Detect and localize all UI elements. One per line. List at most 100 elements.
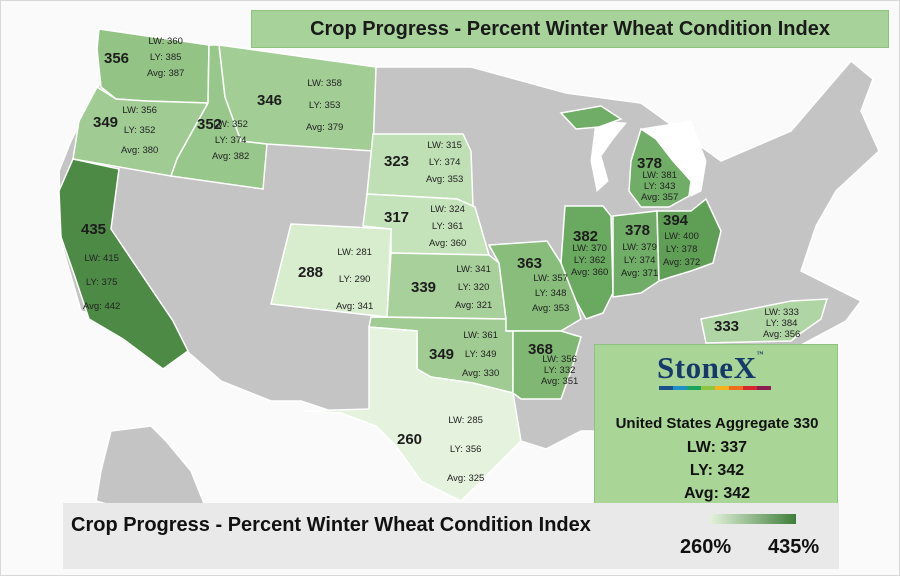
logo-color-stripe — [659, 386, 771, 390]
logo-stripe-segment — [673, 386, 687, 390]
lw-value: LW: 379 — [622, 242, 657, 253]
state-arkansas[interactable] — [506, 330, 582, 400]
state-index-nebraska: 317 — [384, 209, 410, 226]
avg-value: Avg: 353 — [532, 303, 570, 314]
ly-value: LY: 343 — [643, 181, 676, 192]
avg-value: Avg: 442 — [83, 301, 121, 312]
avg-value: Avg: 321 — [455, 300, 493, 311]
state-index-idaho: 352 — [197, 116, 223, 133]
avg-value: Avg: 382 — [212, 151, 250, 162]
map-title: Crop Progress - Percent Winter Wheat Con… — [310, 17, 830, 40]
state-index-illinois: 382 — [573, 228, 599, 245]
state-north-carolina[interactable] — [700, 298, 829, 344]
logo-stripe-segment — [701, 386, 715, 390]
state-detail-south-dakota: LW: 315 LY: 374 Avg: 353 — [426, 137, 463, 188]
state-detail-north-carolina: LW: 333 LY: 384 Avg: 356 — [763, 307, 800, 340]
aggregate-ly: LY: 342 — [689, 462, 745, 479]
ly-value: LY: 320 — [457, 282, 490, 293]
legend-max-label: 435% — [768, 536, 820, 558]
state-index-arkansas: 368 — [528, 341, 554, 358]
ly-value: LY: 385 — [149, 52, 182, 63]
state-detail-nebraska: LW: 324 LY: 361 Avg: 360 — [429, 201, 466, 252]
state-index-missouri: 363 — [517, 255, 543, 272]
ly-value: LY: 361 — [431, 221, 464, 232]
state-index-ohio: 394 — [663, 212, 689, 229]
state-detail-ohio: LW: 400 LY: 378 Avg: 372 — [663, 230, 700, 269]
lw-value: LW: 281 — [337, 247, 372, 258]
state-detail-michigan: LW: 381 LY: 343 Avg: 357 — [641, 170, 678, 203]
state-montana[interactable] — [218, 44, 377, 152]
state-detail-indiana: LW: 379 LY: 374 Avg: 371 — [621, 241, 658, 280]
ly-value: LY: 348 — [534, 288, 567, 299]
stonex-logo: StoneX™ — [657, 350, 764, 386]
ly-value: LY: 290 — [338, 274, 371, 285]
state-detail-illinois: LW: 370 LY: 362 Avg: 360 — [571, 243, 608, 279]
lw-value: LW: 341 — [456, 264, 491, 275]
lw-value: LW: 357 — [533, 273, 568, 284]
logo-stripe-segment — [687, 386, 701, 390]
ly-value: LY: 384 — [765, 318, 798, 329]
state-index-kansas: 339 — [411, 279, 437, 296]
ly-value: LY: 362 — [573, 255, 606, 266]
state-detail-montana: LW: 358 LY: 353 Avg: 379 — [306, 73, 343, 139]
state-california[interactable] — [58, 158, 189, 370]
state-index-washington: 356 — [104, 50, 130, 67]
state-index-south-dakota: 323 — [384, 153, 410, 170]
ly-value: LY: 353 — [308, 100, 341, 111]
avg-value: Avg: 325 — [447, 473, 485, 484]
logo-text: StoneX — [657, 350, 757, 385]
ly-value: LY: 374 — [214, 135, 247, 146]
lw-value: LW: 381 — [642, 170, 677, 181]
state-index-oregon: 349 — [93, 114, 119, 131]
lw-value: LW: 324 — [430, 204, 465, 215]
logo-trademark: ™ — [756, 350, 764, 358]
ly-value: LY: 374 — [623, 255, 656, 266]
legend-title: Crop Progress - Percent Winter Wheat Con… — [71, 514, 591, 536]
state-index-north-carolina: 333 — [714, 318, 740, 335]
logo-stripe-segment — [659, 386, 673, 390]
lw-value: LW: 356 — [122, 105, 157, 116]
aggregate-lw: LW: 337 — [686, 439, 748, 456]
state-index-montana: 346 — [257, 92, 283, 109]
state-detail-kansas: LW: 341 LY: 320 Avg: 321 — [455, 261, 492, 315]
avg-value: Avg: 371 — [621, 268, 659, 279]
state-index-michigan: 378 — [637, 155, 663, 172]
ly-value: LY: 374 — [428, 157, 461, 168]
ly-value: LY: 356 — [449, 444, 482, 455]
logo-stripe-segment — [757, 386, 771, 390]
lw-value: LW: 370 — [572, 243, 607, 254]
color-scale-bar — [710, 514, 796, 524]
ly-value: LY: 332 — [543, 365, 576, 376]
state-missouri[interactable] — [487, 240, 582, 332]
state-detail-texas: LW: 285 LY: 356 Avg: 325 — [447, 406, 484, 493]
avg-value: Avg: 341 — [336, 301, 374, 312]
lw-value: LW: 360 — [148, 36, 183, 47]
state-michigan[interactable] — [559, 105, 692, 208]
logo-stripe-segment — [715, 386, 729, 390]
aggregate-avg: Avg: 342 — [683, 485, 751, 502]
state-detail-california: LW: 415 LY: 375 Avg: 442 — [83, 247, 120, 319]
lw-value: LW: 352 — [213, 119, 248, 130]
state-index-oklahoma: 349 — [429, 346, 455, 363]
state-texas[interactable] — [302, 326, 522, 502]
legend-panel: Crop Progress - Percent Winter Wheat Con… — [63, 503, 839, 569]
ly-value: LY: 375 — [85, 277, 118, 288]
avg-value: Avg: 372 — [663, 257, 701, 268]
state-detail-missouri: LW: 357 LY: 348 Avg: 353 — [532, 271, 569, 316]
state-detail-oklahoma: LW: 361 LY: 349 Avg: 330 — [462, 326, 499, 383]
map-title-box: Crop Progress - Percent Winter Wheat Con… — [251, 10, 889, 48]
avg-value: Avg: 351 — [541, 376, 579, 387]
state-illinois[interactable] — [560, 205, 614, 320]
lw-value: LW: 358 — [307, 78, 342, 89]
lw-value: LW: 285 — [448, 415, 483, 426]
state-index-california: 435 — [81, 221, 107, 238]
avg-value: Avg: 379 — [306, 122, 344, 133]
avg-value: Avg: 357 — [641, 192, 679, 203]
state-index-indiana: 378 — [625, 222, 651, 239]
state-detail-arkansas: LW: 356 LY: 332 Avg: 351 — [541, 354, 578, 387]
state-ohio[interactable] — [656, 197, 722, 283]
lw-value: LW: 361 — [463, 330, 498, 341]
state-indiana[interactable] — [612, 210, 660, 298]
ly-value: LY: 352 — [123, 125, 156, 136]
logo-stripe-segment — [729, 386, 743, 390]
